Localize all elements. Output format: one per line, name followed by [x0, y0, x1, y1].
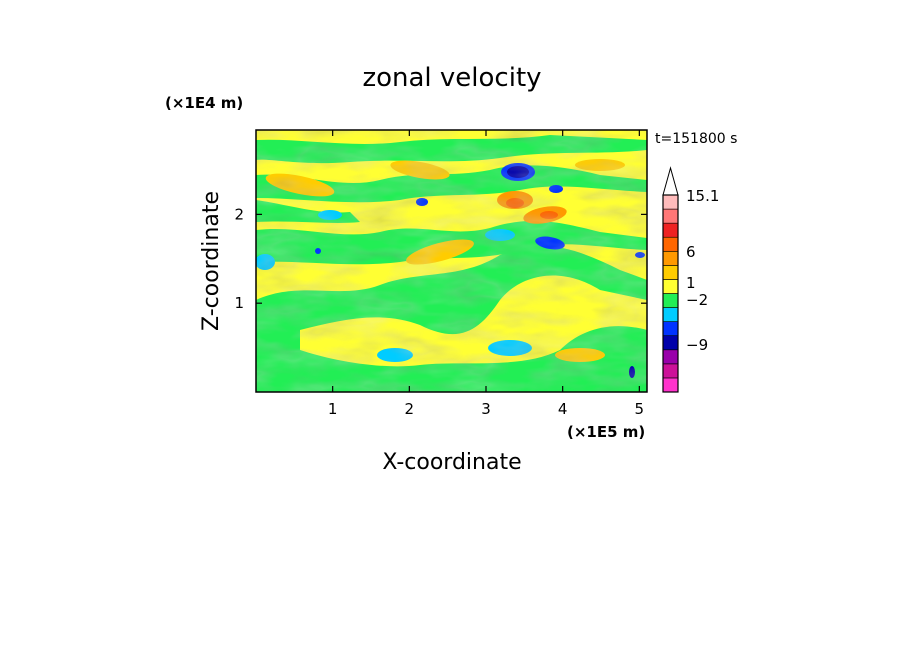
- colorbar-swatch: [662, 265, 679, 280]
- time-label: t=151800 s: [655, 131, 737, 147]
- x-unit-label: (×1E5 m): [567, 423, 645, 441]
- colorbar-swatch: [662, 250, 679, 266]
- chart-title: zonal velocity: [362, 63, 541, 93]
- colorbar-swatch: [662, 279, 679, 294]
- colorbar-label: 15.1: [686, 187, 719, 205]
- x-tick-label: 3: [481, 400, 491, 418]
- colorbar: [662, 166, 679, 393]
- colorbar-swatch: [662, 321, 679, 337]
- colorbar-swatch: [662, 236, 679, 252]
- colorbar-swatch: [662, 194, 679, 210]
- colorbar-swatch: [662, 208, 679, 224]
- plot-area: [256, 130, 647, 392]
- x-tick-label: 2: [405, 400, 415, 418]
- colorbar-label: −9: [686, 336, 708, 354]
- colorbar-swatch: [662, 377, 679, 393]
- colorbar-swatch: [662, 222, 679, 238]
- x-axis-label: X-coordinate: [382, 450, 521, 475]
- colorbar-frame: [662, 194, 679, 393]
- colorbar-swatch: [662, 349, 679, 365]
- plot-frame: [255, 129, 648, 393]
- x-axis-ticks: 1 2 3 4 5: [328, 130, 644, 418]
- colorbar-swatch: [662, 363, 679, 379]
- colorbar-label: 1: [686, 274, 696, 292]
- y-unit-label: (×1E4 m): [165, 94, 243, 112]
- colorbar-extend-arrow: [662, 166, 679, 196]
- x-tick-label: 5: [635, 400, 645, 418]
- x-tick-label: 1: [328, 400, 338, 418]
- colorbar-swatch: [662, 335, 679, 351]
- y-tick-label: 1: [234, 294, 244, 312]
- colorbar-labels: 15.1 6 1−2 −9: [686, 187, 719, 354]
- y-axis-label: Z-coordinate: [199, 191, 224, 331]
- texture-overlay: [256, 130, 647, 392]
- colorbar-label: −2: [686, 291, 708, 309]
- x-tick-label: 4: [558, 400, 568, 418]
- y-axis-ticks: 12: [234, 205, 647, 312]
- colorbar-swatch: [662, 307, 679, 322]
- colorbar-label: 6: [686, 243, 696, 261]
- colorbar-swatch: [662, 293, 679, 308]
- y-tick-label: 2: [234, 205, 244, 223]
